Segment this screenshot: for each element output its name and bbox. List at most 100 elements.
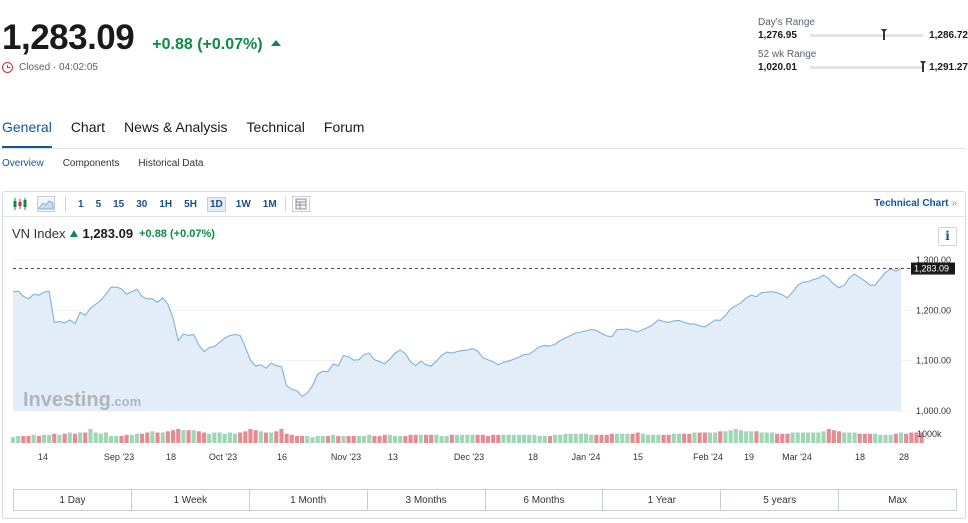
x-tick-label: 16 [277,452,287,462]
subtab-overview[interactable]: Overview [2,158,44,169]
info-icon[interactable]: i [938,227,957,246]
volume-bar [346,436,351,443]
volume-bar [831,430,836,443]
x-axis: 14 Sep '23 18 Oct '23 16 Nov '23 13 Dec '23 18 Ja… [38,452,909,462]
price-area [13,268,901,411]
period-1-day[interactable]: 1 Day [14,490,132,510]
interval-5[interactable]: 5 [95,198,102,210]
volume-bar [140,433,145,443]
volume-bar [315,436,320,443]
volume-bar [676,433,682,443]
volume-bar [656,434,661,443]
volume-bar [599,434,604,443]
volume-bar [424,434,429,443]
volume-bar [279,429,284,443]
volume-bar [868,433,873,443]
volume-bar [284,433,289,443]
price-chart[interactable]: 1,300.00 1,200.00 1,100.00 1,000.00 14 Sep '… [3,192,965,482]
volume-bar [83,432,88,443]
volume-bar [325,436,331,443]
period-3-months[interactable]: 3 Months [368,490,486,510]
interval-1[interactable]: 1 [78,198,84,210]
data-table-icon[interactable] [291,196,310,212]
volume-bar [263,432,269,443]
toolbar-divider [284,196,286,212]
volume-bar [532,434,537,443]
week52-range-row: 1,020.01 1,291.27 [758,61,968,73]
volume-bar [196,431,201,443]
volume-bar [165,431,170,443]
tab-technical[interactable]: Technical [246,119,305,135]
volume-bar [604,434,609,443]
volume-bar [573,433,578,443]
y-tick-label: 1,100.00 [916,356,951,366]
volume-bar [785,433,790,443]
volume-bar [294,436,300,443]
subtab-components[interactable]: Components [62,158,120,169]
period-6-months[interactable]: 6 Months [486,490,604,510]
x-tick-label: 14 [38,452,48,462]
volume-bar [382,434,387,443]
interval-15[interactable]: 15 [113,198,125,210]
tab-forum[interactable]: Forum [323,119,365,135]
price-tag: 1,283.09 [911,262,955,275]
volume-bar [248,429,253,443]
interval-1m[interactable]: 1M [262,198,277,210]
x-tick-label: Feb '24 [693,452,723,462]
volume-bar [202,432,207,443]
candlestick-icon[interactable] [11,196,29,212]
volume-bar [372,436,377,443]
volume-bar [563,433,568,443]
volume-bar [465,434,470,443]
up-arrow-icon [270,40,281,46]
volume-bar [682,433,687,443]
interval-1d[interactable]: 1D [206,196,226,212]
period-1-week[interactable]: 1 Week [132,490,250,510]
tab-general[interactable]: General [2,119,52,148]
period-selector: 1 Day 1 Week 1 Month 3 Months 6 Months 1… [13,489,957,511]
volume-bar [454,434,460,443]
tab-news-analysis[interactable]: News & Analysis [124,119,228,135]
volume-bar [506,434,511,443]
period-5-years[interactable]: 5 years [721,490,840,510]
interval-1w[interactable]: 1W [235,198,251,210]
volume-bar [439,436,444,443]
volume-bar [176,429,181,443]
period-max[interactable]: Max [888,494,908,506]
volume-bar [320,436,325,443]
volume-bar [821,431,826,443]
interval-30[interactable]: 30 [136,198,148,210]
period-1-year[interactable]: 1 Year [603,490,722,510]
volume-bar [331,434,336,443]
volume-bar [904,433,909,443]
price-change: +0.88 (+0.07%) [152,36,263,53]
area-chart-icon[interactable] [37,196,55,212]
volume-bar [212,432,217,443]
volume-bar [542,436,547,443]
interval-1h[interactable]: 1H [159,198,173,210]
technical-chart-link[interactable]: Technical Chart» [874,198,957,209]
tab-chart[interactable]: Chart [70,119,106,135]
volume-bar [41,434,47,443]
volume-bar [718,431,723,443]
volume-bar [516,434,522,443]
week52-range: 52 wk Range 1,020.01 1,291.27 [758,49,968,73]
x-tick-label: Jan '24 [572,452,601,462]
y-tick-label: 1,200.00 [916,305,951,315]
interval-5h[interactable]: 5H [184,198,197,210]
volume-bar [749,431,754,443]
volume-bar [480,434,485,443]
day-range-high: 1,286.72 [929,30,968,41]
volume-bar [186,430,191,443]
legend-change: +0.88 (+0.07%) [139,227,215,240]
last-price: 1,283.09 [2,18,135,57]
volume-bar [232,433,238,443]
price-line [12,267,902,398]
subtab-historical-data[interactable]: Historical Data [138,158,204,169]
legend-name: VN Index [12,226,66,241]
period-1-month[interactable]: 1 Month [250,490,368,510]
volume-bar [413,434,418,443]
volume-bar [594,434,599,443]
chart-toolbar: 1 5 15 30 1H 5H 1D 1W 1M Technical Chart… [3,192,965,217]
volume-bar [460,434,465,443]
